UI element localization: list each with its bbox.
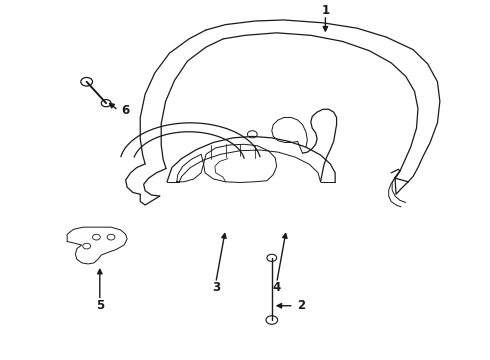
Text: 1: 1 bbox=[321, 4, 329, 17]
Text: 3: 3 bbox=[212, 282, 220, 294]
Text: 6: 6 bbox=[122, 104, 130, 117]
Text: 2: 2 bbox=[297, 299, 305, 312]
Text: 5: 5 bbox=[96, 299, 104, 312]
Text: 4: 4 bbox=[272, 282, 281, 294]
